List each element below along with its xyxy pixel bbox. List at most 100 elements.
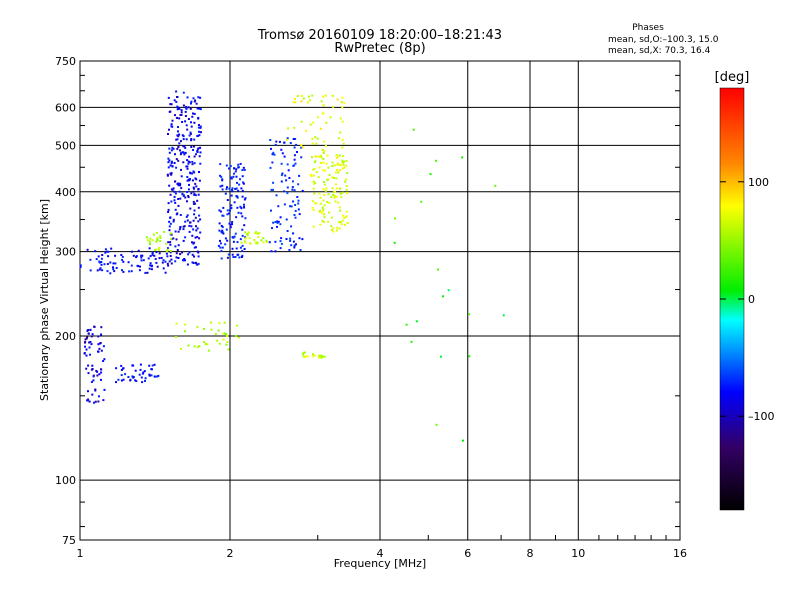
data-point: [346, 191, 349, 194]
data-point: [256, 242, 259, 245]
data-point: [235, 216, 238, 219]
data-point: [224, 237, 227, 240]
data-point: [94, 389, 97, 392]
data-point: [311, 137, 314, 140]
data-point: [255, 242, 258, 245]
data-point: [226, 335, 228, 337]
data-point: [144, 271, 147, 274]
data-point: [120, 379, 123, 382]
data-point: [164, 260, 167, 263]
x-tick-label: 8: [527, 547, 534, 560]
data-point: [335, 229, 338, 232]
data-point: [158, 252, 161, 255]
data-point: [198, 179, 201, 182]
data-point: [231, 253, 234, 256]
data-point: [319, 354, 322, 357]
data-point: [150, 368, 153, 371]
data-point: [236, 181, 238, 184]
data-point: [336, 226, 339, 229]
data-point: [140, 376, 143, 379]
data-point: [214, 333, 217, 335]
data-point: [210, 321, 212, 324]
data-point: [270, 147, 272, 150]
data-point: [174, 153, 176, 156]
data-point: [494, 184, 497, 187]
data-point: [247, 231, 250, 234]
data-point: [285, 218, 288, 221]
data-point: [187, 118, 190, 120]
data-point: [180, 111, 183, 114]
data-point: [146, 271, 149, 274]
data-point: [318, 356, 321, 359]
data-point: [342, 214, 345, 217]
data-point: [238, 183, 241, 186]
data-point: [190, 146, 193, 148]
data-point: [132, 376, 135, 379]
data-point: [321, 356, 324, 359]
data-point: [237, 163, 240, 166]
data-point: [167, 161, 170, 164]
data-point: [288, 249, 291, 251]
data-point: [221, 179, 224, 182]
data-point: [191, 115, 194, 118]
data-point: [100, 261, 103, 263]
data-point: [168, 147, 171, 150]
data-point: [468, 355, 471, 358]
data-point: [244, 241, 247, 244]
data-point: [170, 258, 173, 261]
data-point: [320, 212, 323, 215]
data-point: [96, 269, 99, 272]
data-point: [276, 221, 279, 224]
data-point: [229, 223, 232, 226]
data-point: [192, 228, 195, 231]
data-point: [117, 378, 120, 381]
data-point: [203, 328, 205, 330]
data-point: [171, 146, 174, 149]
data-point: [193, 162, 196, 165]
data-point: [87, 329, 90, 331]
data-point: [323, 204, 326, 207]
data-point: [177, 198, 180, 200]
data-point: [241, 254, 244, 257]
data-point: [262, 241, 265, 244]
data-point: [151, 364, 154, 367]
data-point: [225, 188, 228, 191]
data-point: [87, 364, 90, 367]
data-point: [129, 379, 132, 382]
data-point: [277, 205, 280, 208]
data-point: [90, 368, 93, 371]
data-point: [328, 211, 331, 214]
data-point: [193, 187, 195, 190]
data-point: [292, 240, 295, 243]
data-point: [186, 167, 189, 170]
data-point: [219, 163, 222, 166]
data-point: [217, 244, 220, 247]
data-point: [189, 207, 192, 210]
data-point: [235, 175, 238, 178]
data-point: [156, 239, 159, 241]
x-tick-label: 1: [77, 547, 84, 560]
data-point: [336, 163, 339, 166]
data-point: [182, 225, 185, 228]
data-point: [241, 189, 244, 192]
data-point: [231, 223, 233, 226]
data-point: [194, 99, 197, 102]
data-point: [175, 100, 178, 103]
data-point: [188, 134, 191, 137]
data-point: [314, 181, 317, 184]
data-point: [94, 250, 97, 253]
data-point: [322, 208, 325, 211]
data-point: [110, 247, 113, 250]
data-point: [137, 249, 140, 252]
data-point: [338, 206, 341, 209]
data-point: [298, 174, 301, 177]
data-point: [241, 234, 244, 237]
data-point: [182, 104, 185, 107]
data-point: [187, 196, 190, 199]
data-point: [420, 200, 423, 203]
data-point: [190, 192, 193, 195]
data-point: [338, 227, 341, 230]
data-point: [94, 400, 97, 403]
data-point: [439, 355, 442, 358]
data-point: [166, 248, 169, 251]
